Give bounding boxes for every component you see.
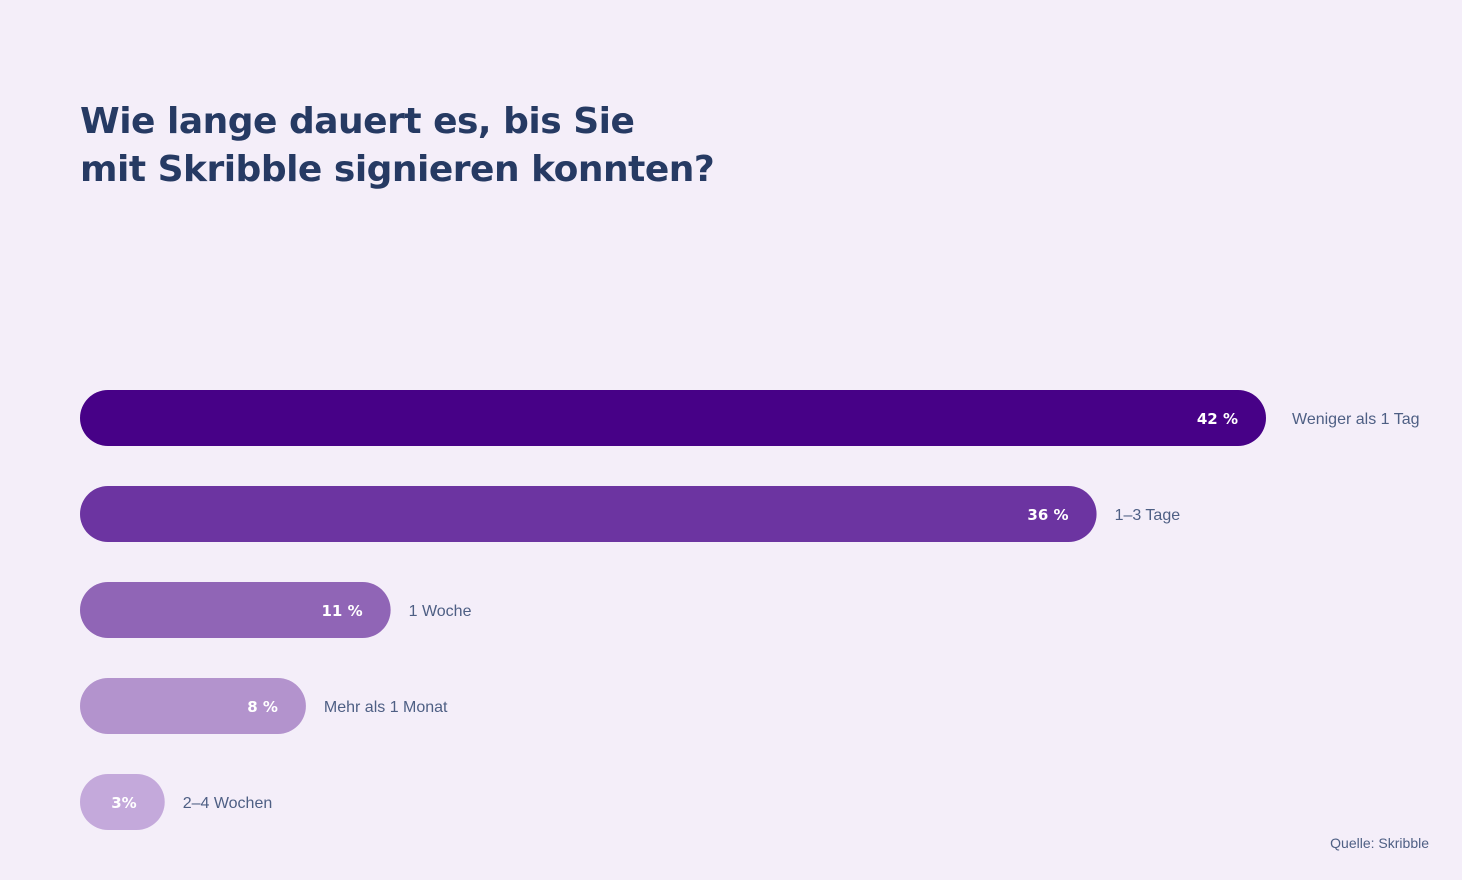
bar bbox=[80, 486, 1097, 542]
bar-value-label: 42 % bbox=[1197, 410, 1238, 428]
bar bbox=[80, 390, 1266, 446]
bar-category-label: 1 Woche bbox=[409, 603, 472, 620]
bar-category-label: 2–4 Wochen bbox=[183, 795, 273, 812]
bar-value-label: 36 % bbox=[1027, 506, 1068, 524]
bar-category-label: Mehr als 1 Monat bbox=[324, 699, 448, 716]
chart-title-line-2: mit Skribble signieren konnten? bbox=[80, 149, 715, 190]
bar bbox=[80, 774, 165, 830]
bar-value-label: 8 % bbox=[247, 698, 278, 716]
bar-group: 8 % Mehr als 1 Monat bbox=[80, 678, 448, 734]
bar bbox=[80, 678, 306, 734]
source-note: Quelle: Skribble bbox=[1330, 835, 1429, 851]
bar-category-label: Weniger als 1 Tag bbox=[1292, 411, 1419, 428]
chart-title: Wie lange dauert es, bis Sie mit Skribbl… bbox=[80, 98, 880, 194]
bar-value-label: 3% bbox=[111, 794, 136, 812]
bar-group: 3% 2–4 Wochen bbox=[80, 774, 272, 830]
bar-group: 42 % Weniger als 1 Tag bbox=[80, 390, 1419, 446]
bar bbox=[80, 582, 391, 638]
bar-category-label: 1–3 Tage bbox=[1115, 507, 1181, 524]
chart-title-line-1: Wie lange dauert es, bis Sie bbox=[80, 101, 635, 142]
bar-group: 36 % 1–3 Tage bbox=[80, 486, 1180, 542]
bar-group: 11 % 1 Woche bbox=[80, 582, 472, 638]
bar-value-label: 11 % bbox=[321, 602, 362, 620]
